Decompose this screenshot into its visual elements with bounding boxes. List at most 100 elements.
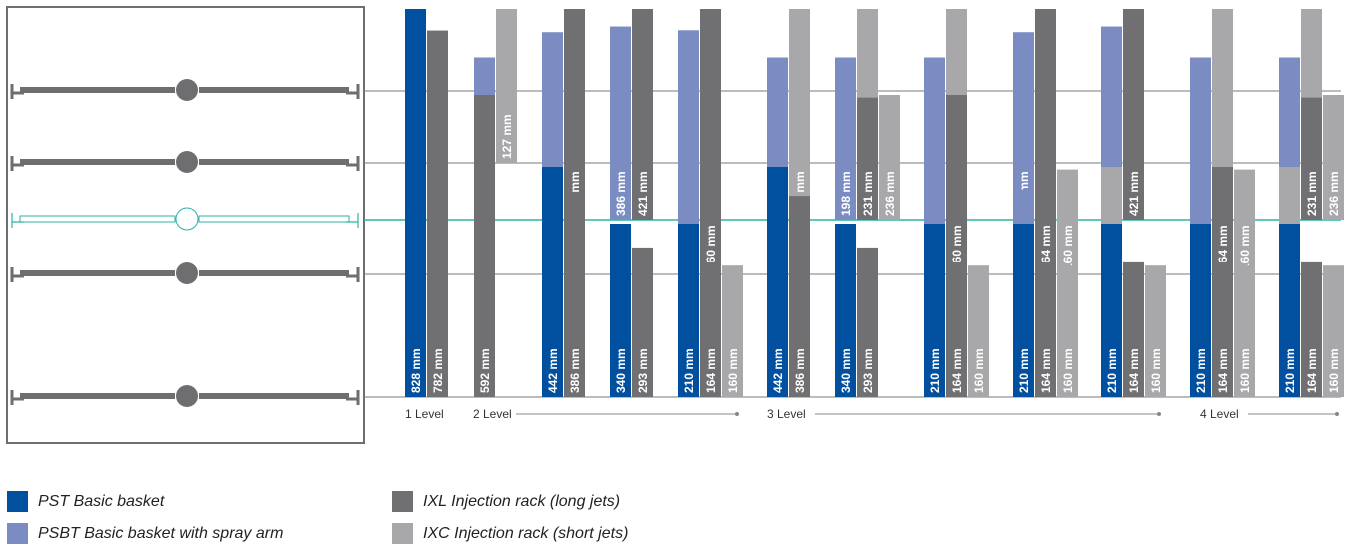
legend-swatch-ixl [392,491,413,512]
bar-value-label: 164 mm [1039,348,1053,393]
bar-value-label: 164 mm [704,348,718,393]
bar-ixl [857,247,878,397]
legend-label-psbt: PSBT Basic basket with spray arm [38,524,284,542]
bar-ixc [722,265,743,397]
bar-value-label: 164 mm [1216,348,1230,393]
bar-ixl [564,9,585,220]
level-range-end-dot [1335,412,1339,416]
bar-value-label: 293 mm [636,348,650,393]
bar-psbt [1013,32,1034,221]
bar-value-label: 236 mm [883,171,897,216]
level-label: 1 Level [405,407,444,421]
level-range-end-dot [735,412,739,416]
bar-ixl [1301,97,1322,220]
bar-value-label: 386 mm [614,171,628,216]
legend-label-ixc: IXC Injection rack (short jets) [423,524,629,542]
bar-value-label: 386 mm [568,348,582,393]
bar-pst [767,167,788,397]
legend-item-ixc: IXC Injection rack (short jets) [392,523,628,544]
level-axis: 1 Level 2 Level 3 Level 4 Level [405,407,1339,421]
bar-value-label: 828 mm [409,348,423,393]
bar-value-label: 210 mm [1105,348,1119,393]
washer-chamber-frame [6,6,365,444]
bar-value-label: 293 mm [861,348,875,393]
bar-value-label: 160 mm [726,348,740,393]
bar-value-label: 210 mm [1017,348,1031,393]
config-column: 386 mm 421 mm 340 mm 293 mm [610,9,653,397]
bar-pst [924,224,945,397]
bar-value-label: 210 mm [1283,348,1297,393]
bar-value-label: 236 mm [1327,171,1341,216]
legend-swatch-psbt [7,523,28,544]
legend-item-ixl: IXL Injection rack (long jets) [392,491,620,512]
bar-value-label: 340 mm [614,348,628,393]
bar-value-label: 164 mm [950,348,964,393]
bar-ixl [857,97,878,220]
level-label: 3 Level [767,407,806,421]
bar-value-label: 198 mm [839,171,853,216]
bar-ixc [1234,265,1255,397]
bar-ixl [1301,261,1322,397]
bar-value-label: 160 mm [1238,348,1252,393]
bar-ixl [1035,167,1056,274]
legend-label-ixl: IXL Injection rack (long jets) [423,492,621,510]
legend-label-pst: PST Basic basket [38,492,165,510]
shelf [10,385,360,407]
legend-swatch-ixc [392,523,413,544]
bar-ixl [427,30,448,398]
bar-value-label: 560 mm [704,225,718,270]
bar-value-label: 442 mm [771,348,785,393]
bar-ixc [789,95,810,220]
config-column: 828 mm 782 mm [405,9,448,398]
bar-value-label: 442 mm [546,348,560,393]
bar-ixl [946,95,967,274]
bar-value-label: 386 mm [793,348,807,393]
bar-ixl [789,196,810,397]
bar-pst [1190,224,1211,397]
bar-ixl [946,261,967,397]
bar-pst [542,167,563,397]
bar-value-label: 160 mm [1149,348,1163,393]
bar-ixl [1123,9,1144,220]
bar-ixc [968,265,989,397]
bar-ixl [1212,261,1233,397]
bar-value-label: 210 mm [682,348,696,393]
shelf [10,151,360,173]
bar-pst [1279,224,1300,397]
bar-value-label: 421 mm [636,171,650,216]
level-label: 4 Level [1200,407,1239,421]
bar-value-label: 160 mm [1327,348,1341,393]
bar-pst [835,224,856,397]
bar-ixl [700,261,721,397]
bar-ixc [1145,265,1166,397]
bar-pst [1013,224,1034,397]
bar-value-label: 360 mm [950,225,964,270]
shelf [10,262,360,284]
bar-ixc [496,9,517,163]
bar-value-label: 164 mm [1039,225,1053,270]
bar-pst [1101,224,1122,397]
level-range-end-dot [1157,412,1161,416]
bar-value-label: 164 mm [1305,348,1319,393]
bar-value-label: 782 mm [431,348,445,393]
level-label: 2 Level [473,407,512,421]
bar-ixc [1234,169,1255,274]
bar-value-label: 231 mm [1305,171,1319,216]
bar-ixc [879,95,900,220]
bar-value-label: 210 mm [1194,348,1208,393]
bar-ixc [1057,265,1078,397]
bar-ixl [474,95,495,397]
bar-value-label: 231 mm [861,171,875,216]
bar-ixl [700,9,721,274]
shelf [10,79,360,101]
bar-psbt [610,26,631,221]
bar-value-label: 127 mm [500,114,514,159]
